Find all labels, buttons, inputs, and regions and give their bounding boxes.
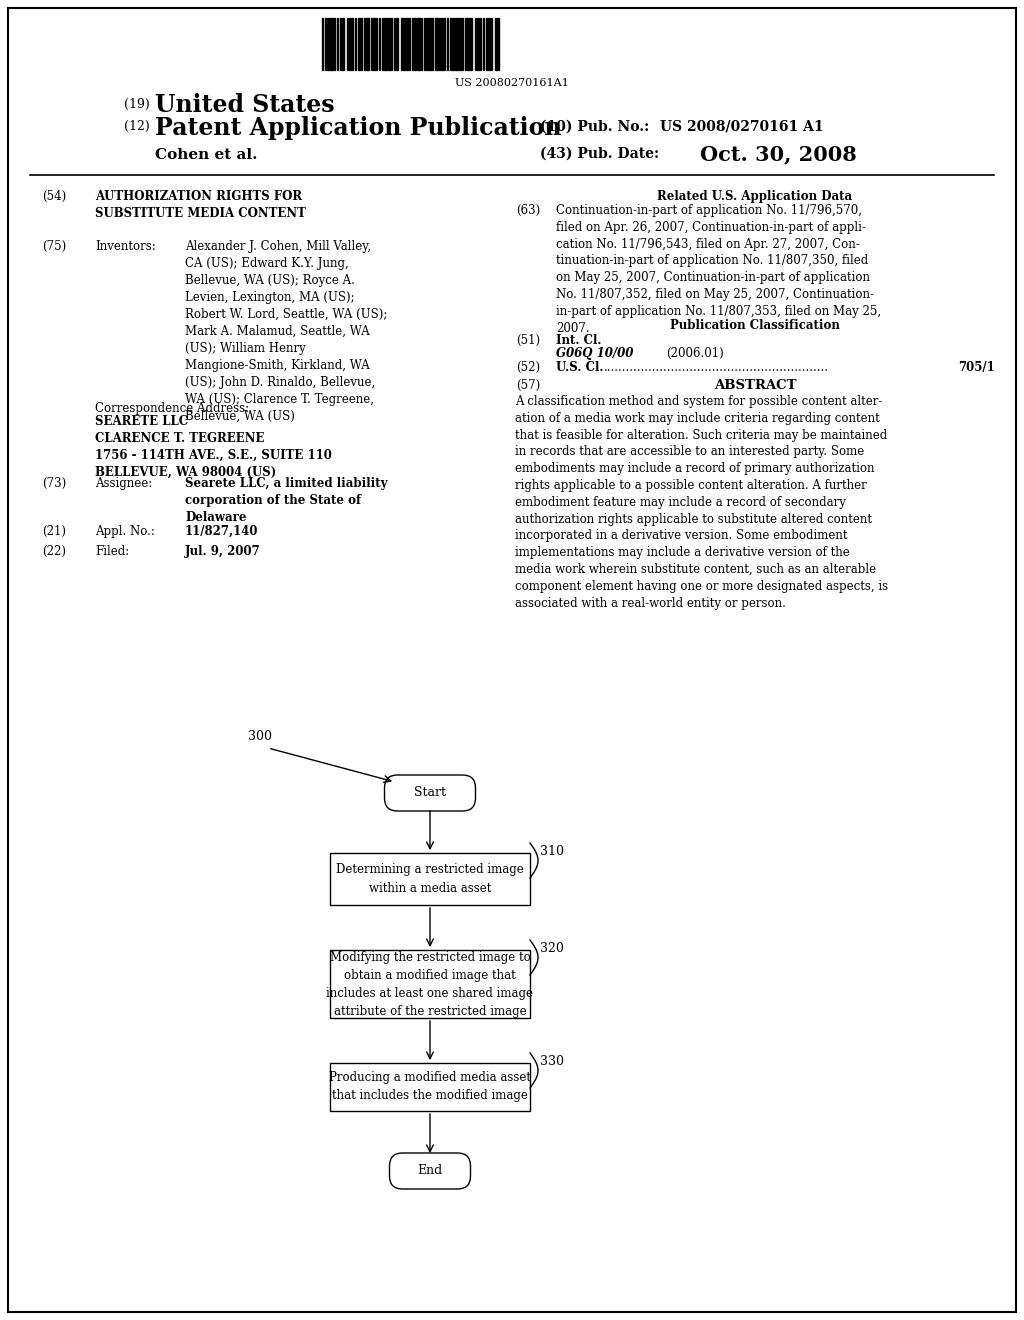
Text: US 2008/0270161 A1: US 2008/0270161 A1 [660, 120, 823, 135]
Text: Related U.S. Application Data: Related U.S. Application Data [657, 190, 853, 203]
Text: Modifying the restricted image to
obtain a modified image that
includes at least: Modifying the restricted image to obtain… [327, 950, 534, 1018]
Text: ............................................................: ........................................… [604, 360, 829, 374]
Text: G06Q 10/00: G06Q 10/00 [556, 347, 634, 360]
Bar [406, 18, 408, 70]
Text: (43) Pub. Date:: (43) Pub. Date: [540, 147, 659, 161]
Text: US 20080270161A1: US 20080270161A1 [455, 78, 569, 88]
Text: Determining a restricted image
within a media asset: Determining a restricted image within a … [336, 863, 524, 895]
Text: (73): (73) [42, 477, 67, 490]
Bar [414, 18, 416, 70]
Text: 320: 320 [540, 942, 564, 954]
Text: 300: 300 [248, 730, 272, 743]
Text: Producing a modified media asset
that includes the modified image: Producing a modified media asset that in… [329, 1072, 531, 1102]
Bar [455, 18, 458, 70]
Text: SEARETE LLC
CLARENCE T. TEGREENE
1756 - 114TH AVE., S.E., SUITE 110
BELLEVUE, WA: SEARETE LLC CLARENCE T. TEGREENE 1756 - … [95, 414, 332, 479]
Text: Patent Application Publication: Patent Application Publication [155, 116, 561, 140]
FancyBboxPatch shape [389, 1152, 470, 1189]
Text: ABSTRACT: ABSTRACT [714, 379, 797, 392]
Bar [342, 18, 344, 70]
Text: Jul. 9, 2007: Jul. 9, 2007 [185, 545, 261, 558]
Text: Publication Classification: Publication Classification [670, 319, 840, 333]
Text: (51): (51) [516, 334, 540, 347]
Text: 11/827,140: 11/827,140 [185, 525, 258, 539]
Bar [429, 18, 431, 70]
Text: (12): (12) [124, 120, 150, 133]
Bar [452, 18, 454, 70]
Text: Alexander J. Cohen, Mill Valley,
CA (US); Edward K.Y. Jung,
Bellevue, WA (US); R: Alexander J. Cohen, Mill Valley, CA (US)… [185, 240, 387, 422]
Text: Filed:: Filed: [95, 545, 129, 558]
Text: Correspondence Address:: Correspondence Address: [95, 403, 249, 414]
Text: (19): (19) [124, 98, 150, 111]
Bar [330, 950, 530, 1018]
Bar [366, 18, 369, 70]
Text: Cohen et al.: Cohen et al. [155, 148, 257, 162]
Text: (63): (63) [516, 205, 541, 216]
Text: (52): (52) [516, 360, 540, 374]
Bar [373, 18, 375, 70]
Bar [426, 18, 428, 70]
Bar [467, 18, 469, 70]
Text: (57): (57) [516, 379, 541, 392]
Text: U.S. Cl.: U.S. Cl. [556, 360, 603, 374]
Text: Inventors:: Inventors: [95, 240, 156, 253]
Bar [435, 18, 438, 70]
Text: A classification method and system for possible content alter-
ation of a media : A classification method and system for p… [515, 395, 888, 610]
Text: Appl. No.:: Appl. No.: [95, 525, 155, 539]
FancyBboxPatch shape [384, 775, 475, 810]
Text: 705/1: 705/1 [958, 360, 995, 374]
Text: Start: Start [414, 787, 446, 800]
Text: Searete LLC, a limited liability
corporation of the State of
Delaware: Searete LLC, a limited liability corpora… [185, 477, 387, 524]
Text: 310: 310 [540, 845, 564, 858]
Bar [403, 18, 406, 70]
Bar [459, 18, 461, 70]
Bar [358, 18, 360, 70]
Bar [441, 18, 443, 70]
Text: (21): (21) [42, 525, 66, 539]
Bar [417, 18, 420, 70]
Bar [327, 18, 329, 70]
Bar [388, 18, 390, 70]
Bar [495, 18, 497, 70]
Text: (2006.01): (2006.01) [666, 347, 724, 360]
Text: AUTHORIZATION RIGHTS FOR
SUBSTITUTE MEDIA CONTENT: AUTHORIZATION RIGHTS FOR SUBSTITUTE MEDI… [95, 190, 306, 220]
Bar [349, 18, 351, 70]
Text: Assignee:: Assignee: [95, 477, 153, 490]
Text: Int. Cl.: Int. Cl. [556, 334, 601, 347]
Text: Oct. 30, 2008: Oct. 30, 2008 [700, 144, 857, 164]
Text: (22): (22) [42, 545, 66, 558]
Text: (75): (75) [42, 240, 67, 253]
Bar [477, 18, 479, 70]
Bar [488, 18, 490, 70]
Bar [330, 1063, 530, 1111]
Bar [396, 18, 398, 70]
Text: End: End [418, 1164, 442, 1177]
Bar [470, 18, 472, 70]
Bar [330, 853, 530, 906]
Text: United States: United States [155, 92, 335, 117]
Bar [330, 18, 333, 70]
Text: Continuation-in-part of application No. 11/796,570,
filed on Apr. 26, 2007, Cont: Continuation-in-part of application No. … [556, 205, 881, 334]
Text: 330: 330 [540, 1055, 564, 1068]
Text: (10) Pub. No.:: (10) Pub. No.: [540, 120, 649, 135]
Text: (54): (54) [42, 190, 67, 203]
Bar [384, 18, 387, 70]
